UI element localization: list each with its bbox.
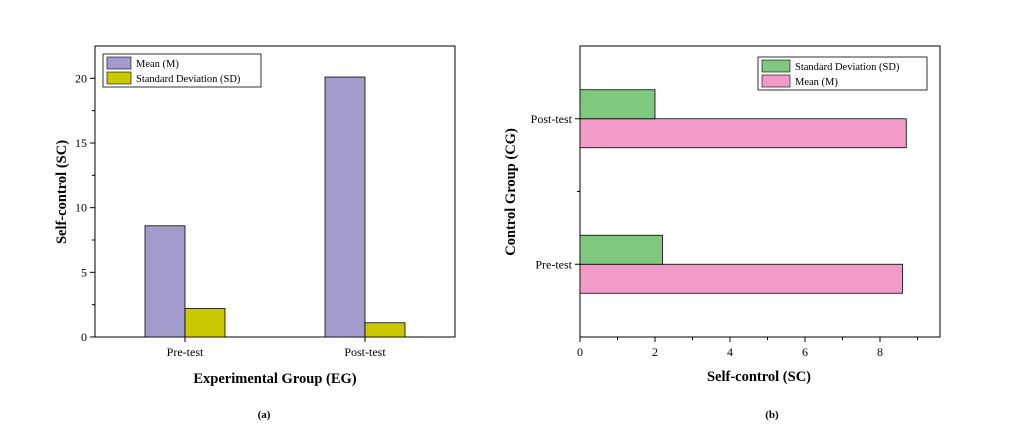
chart-a-bar-mean-post-test [324,76,366,338]
chart-a-y-tick-label: 10 [75,201,87,215]
chart-a-legend-label-sd: Standard Deviation (SD) [136,74,241,85]
chart-b-x-tick-label: 4 [727,345,733,359]
chart-b-legend-swatch-sd [761,59,791,73]
chart-b-bar-sd-pre-test [579,234,663,265]
chart-b-caption: (b) [765,409,779,421]
chart-a-y-tick-label: 15 [75,136,87,150]
chart-b-x-ticks: 0 2 4 6 8 [577,337,918,359]
chart-b-y-tick-label: Pre-test [535,257,572,271]
chart-b-x-axis-title: Self-control (SC) [707,369,811,385]
chart-a-x-ticks: Pre-test Post-test [167,337,386,359]
chart-a-y-axis-title: Self-control (SC) [54,140,70,244]
chart-a-legend-label-mean: Mean (M) [136,59,179,70]
chart-b-bars [579,89,907,294]
chart-b-y-axis-title: Control Group (CG) [503,128,519,256]
chart-b-y-ticks: Pre-test Post-test [531,112,580,271]
chart-a-x-tick-label: Post-test [344,345,386,359]
chart-b-x-tick-label: 8 [877,345,883,359]
chart-a-x-axis-title: Experimental Group (EG) [193,371,356,387]
chart-b-bar-sd-post-test [579,89,656,120]
chart-b-legend-label-mean: Mean (M) [795,77,838,88]
chart-b-y-tick-label: Post-test [531,112,573,126]
chart-b-x-tick-label: 2 [652,345,658,359]
chart-a-caption: (a) [258,409,271,421]
chart-a-y-tick-label: 5 [81,265,87,279]
chart-b: 0 2 4 6 8 Pre-test Post-test Self-control (SC… [503,45,941,421]
chart-b-bar-mean-post-test [579,118,907,149]
chart-b-bar-mean-pre-test [579,263,903,294]
chart-b-legend: Standard Deviation (SD) Mean (M) [757,56,928,91]
chart-a-y-tick-label: 0 [81,330,87,344]
chart-b-legend-label-sd: Standard Deviation (SD) [795,62,900,73]
chart-a-y-tick-label: 20 [75,71,87,85]
chart-a-bar-mean-pre-test [144,225,186,338]
chart-a-plot-frame [94,45,456,338]
chart-a-bars [144,76,406,338]
chart-a-legend-swatch-mean [106,56,132,70]
chart-b-x-tick-label: 0 [577,345,583,359]
chart-a: 0 5 10 15 20 Pre-test Post-test Experimental … [54,45,456,421]
chart-a-bar-sd-pre-test [184,308,226,338]
chart-a-y-ticks: 0 5 10 15 20 [75,71,95,344]
chart-a-bar-sd-post-test [364,322,406,338]
chart-a-legend: Mean (M) Standard Deviation (SD) [102,53,262,88]
chart-b-legend-swatch-mean [761,74,791,88]
chart-a-x-tick-label: Pre-test [167,345,204,359]
chart-a-legend-swatch-sd [106,71,132,85]
chart-b-x-tick-label: 6 [802,345,808,359]
